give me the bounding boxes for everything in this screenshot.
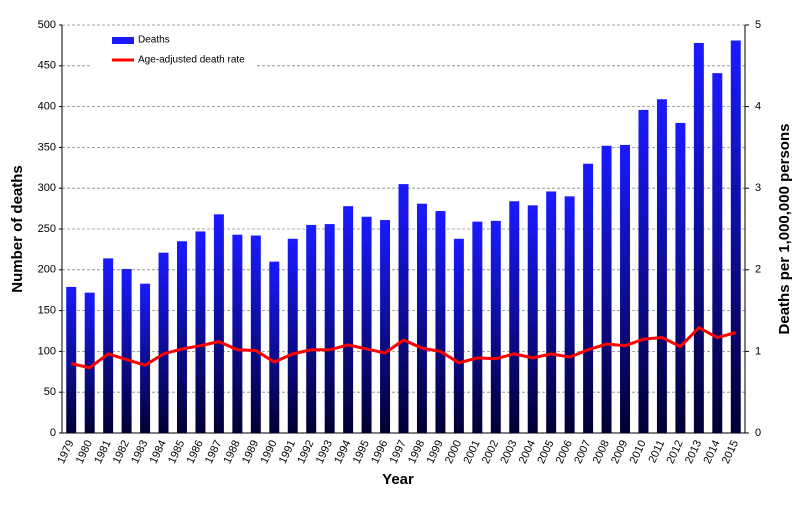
x-tick-label: 2000 bbox=[443, 438, 464, 465]
bar bbox=[601, 145, 612, 433]
bar bbox=[324, 224, 335, 433]
y-axis-title: Number of deaths bbox=[9, 165, 26, 293]
y-tick-label: 300 bbox=[38, 182, 56, 194]
x-tick-label: 2012 bbox=[665, 438, 686, 465]
y-tick-label: 450 bbox=[38, 60, 56, 72]
legend-label: Deaths bbox=[138, 35, 170, 46]
x-tick-label: 2007 bbox=[572, 438, 593, 465]
legend-label: Age-adjusted death rate bbox=[138, 55, 245, 66]
bar bbox=[656, 99, 667, 434]
y2-tick-label: 5 bbox=[755, 19, 761, 31]
y2-tick-label: 3 bbox=[755, 182, 761, 194]
bar bbox=[84, 292, 95, 433]
x-axis-title: Year bbox=[382, 471, 414, 488]
y-tick-label: 150 bbox=[38, 305, 56, 317]
x-tick-label: 2002 bbox=[480, 438, 501, 465]
bar bbox=[121, 268, 132, 433]
bar bbox=[435, 211, 446, 433]
bar bbox=[693, 42, 704, 434]
bar bbox=[490, 220, 501, 433]
x-tick-label: 1988 bbox=[221, 438, 242, 465]
x-tick-label: 2008 bbox=[591, 438, 612, 465]
y2-tick-label: 1 bbox=[755, 345, 761, 357]
y2-tick-label: 2 bbox=[755, 264, 761, 276]
x-tick-label: 1999 bbox=[425, 438, 446, 465]
y-tick-label: 200 bbox=[38, 264, 56, 276]
y-tick-label: 50 bbox=[44, 386, 56, 398]
x-tick-label: 1991 bbox=[277, 438, 298, 465]
x-tick-label: 1996 bbox=[369, 438, 390, 465]
bar bbox=[583, 163, 594, 433]
x-tick-label: 1985 bbox=[166, 438, 187, 465]
x-tick-label: 1979 bbox=[55, 438, 76, 465]
x-tick-label: 2004 bbox=[517, 438, 538, 465]
y2-axis-title: Deaths per 1,000,000 persons bbox=[776, 124, 793, 335]
x-tick-label: 2015 bbox=[720, 438, 741, 465]
bar bbox=[453, 238, 464, 433]
bar bbox=[509, 201, 520, 433]
bar bbox=[250, 235, 261, 433]
y2-tick-label: 0 bbox=[755, 427, 761, 439]
y-tick-label: 100 bbox=[38, 345, 56, 357]
x-tick-label: 1987 bbox=[203, 438, 224, 465]
x-tick-label: 1992 bbox=[295, 438, 316, 465]
bar bbox=[158, 252, 169, 433]
x-tick-label: 2005 bbox=[535, 438, 556, 465]
y-tick-label: 350 bbox=[38, 141, 56, 153]
bar bbox=[638, 109, 649, 433]
bar bbox=[66, 286, 77, 433]
bar bbox=[712, 73, 723, 434]
x-tick-label: 1990 bbox=[258, 438, 279, 465]
x-tick-label: 1984 bbox=[148, 438, 169, 465]
bar bbox=[380, 220, 391, 433]
bar bbox=[287, 238, 298, 433]
bar bbox=[361, 216, 372, 433]
bar bbox=[232, 234, 243, 433]
bar bbox=[730, 40, 741, 434]
bar bbox=[416, 203, 427, 433]
x-tick-label: 1983 bbox=[129, 438, 150, 465]
x-tick-label: 2006 bbox=[554, 438, 575, 465]
bar bbox=[527, 205, 538, 433]
bar bbox=[103, 258, 114, 433]
x-tick-label: 1981 bbox=[92, 438, 113, 465]
x-tick-label: 2009 bbox=[609, 438, 630, 465]
legend-swatch bbox=[112, 37, 134, 44]
x-tick-label: 1994 bbox=[332, 438, 353, 465]
x-tick-label: 1982 bbox=[111, 438, 132, 465]
x-tick-label: 2003 bbox=[498, 438, 519, 465]
y-tick-label: 250 bbox=[38, 223, 56, 235]
bar bbox=[343, 206, 354, 433]
legend-box bbox=[92, 30, 257, 70]
x-tick-label: 1989 bbox=[240, 438, 261, 465]
x-tick-label: 2001 bbox=[461, 438, 482, 465]
bar bbox=[398, 184, 409, 433]
bar bbox=[213, 214, 224, 433]
bar bbox=[195, 231, 206, 433]
bar bbox=[675, 122, 686, 434]
bar bbox=[472, 221, 483, 433]
x-tick-label: 1997 bbox=[388, 438, 409, 465]
y-tick-label: 500 bbox=[38, 19, 56, 31]
x-tick-label: 2010 bbox=[628, 438, 649, 465]
bar bbox=[564, 196, 575, 433]
x-tick-label: 1980 bbox=[74, 438, 95, 465]
bar bbox=[177, 241, 187, 433]
x-tick-label: 1986 bbox=[185, 438, 206, 465]
x-tick-label: 1995 bbox=[351, 438, 372, 465]
bar bbox=[306, 224, 317, 433]
y-tick-label: 400 bbox=[38, 101, 56, 113]
y-tick-label: 0 bbox=[50, 427, 56, 439]
y2-tick-label: 4 bbox=[755, 101, 761, 113]
x-tick-label: 2013 bbox=[683, 438, 704, 465]
line bbox=[70, 325, 737, 370]
x-tick-label: 1993 bbox=[314, 438, 335, 465]
bar bbox=[140, 283, 151, 433]
bar bbox=[269, 261, 280, 433]
bar bbox=[620, 144, 630, 433]
x-tick-label: 1998 bbox=[406, 438, 427, 465]
bar bbox=[546, 191, 557, 433]
x-tick-label: 2014 bbox=[701, 438, 722, 465]
